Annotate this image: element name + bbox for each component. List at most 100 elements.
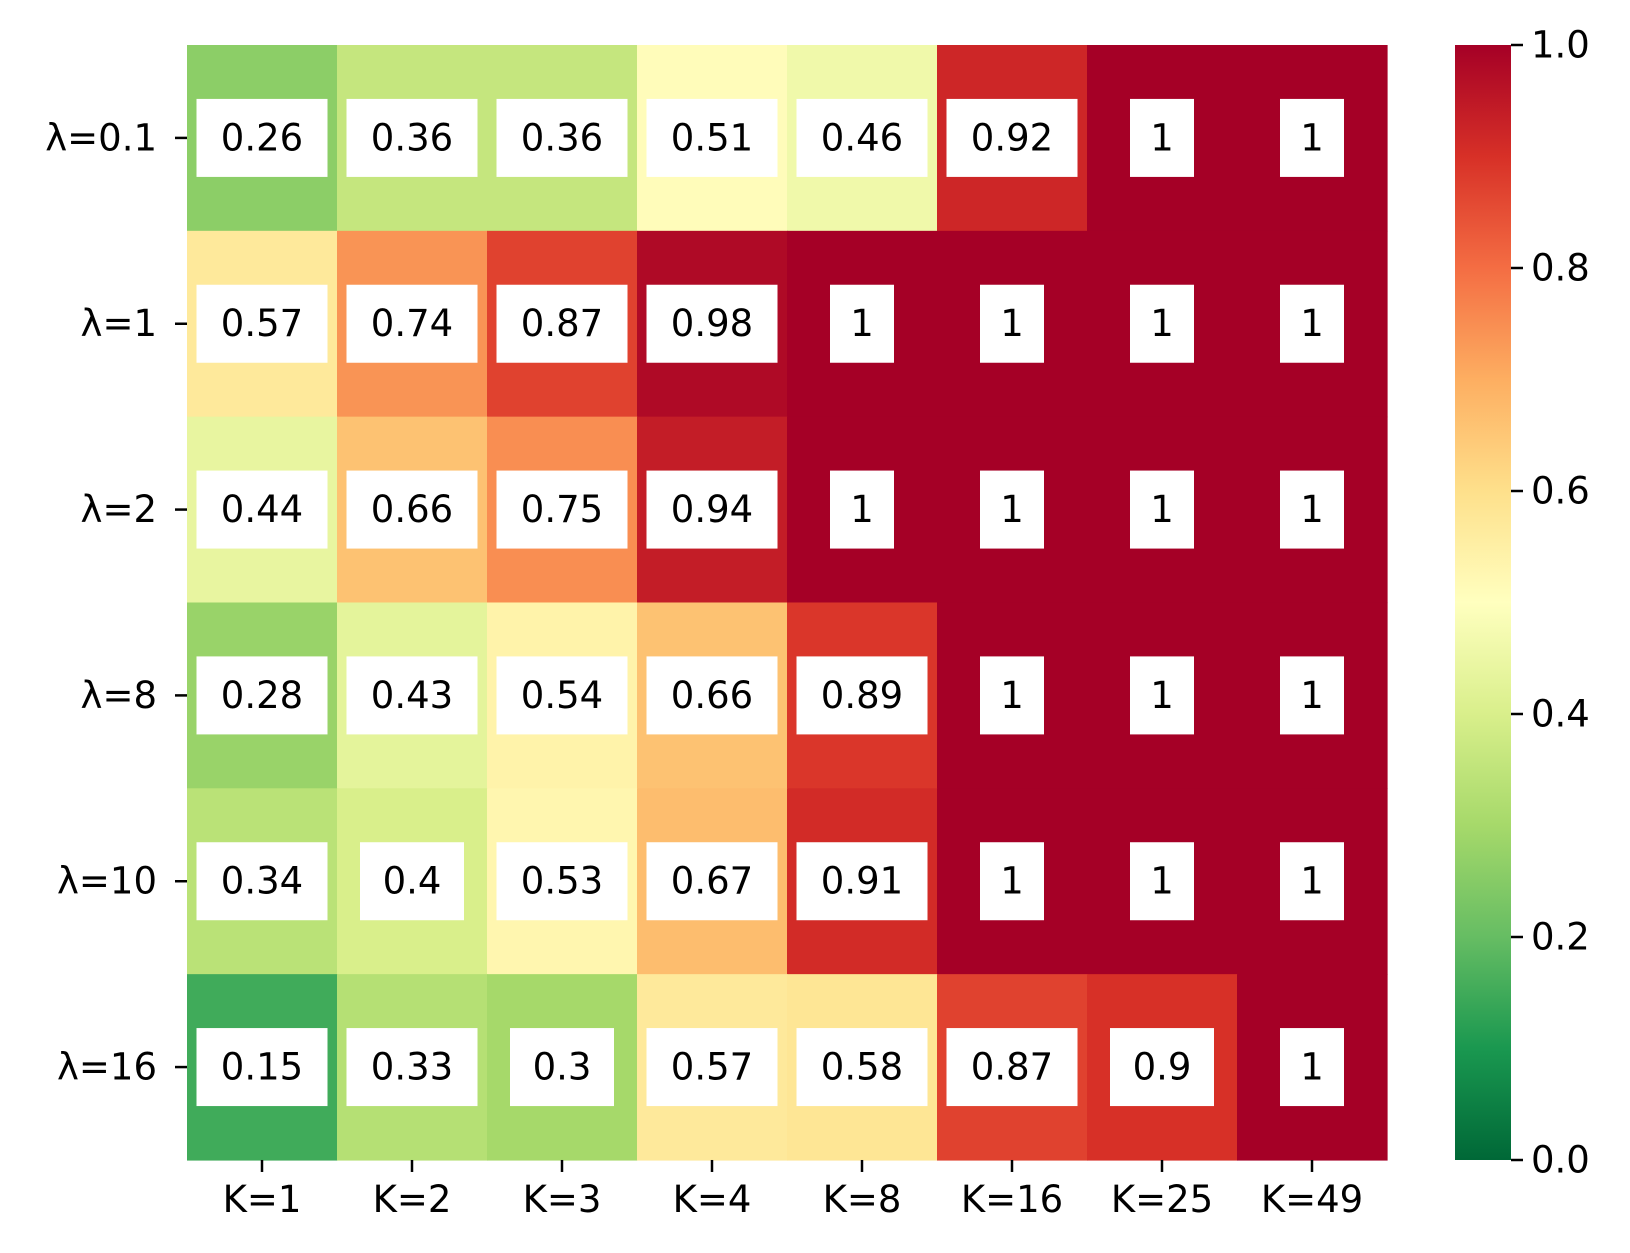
cell-label-box (830, 284, 894, 363)
cell-label-box (196, 656, 328, 735)
cell-label-box (646, 1028, 778, 1107)
cell-label-box (1280, 656, 1344, 735)
cell-label-box (1280, 470, 1344, 549)
colorbar-tick-label: 0.2 (1531, 916, 1590, 959)
cell-label-box (496, 842, 628, 921)
y-tick-label: λ=16 (57, 1046, 157, 1089)
cell-value-label: 0.3 (533, 1046, 592, 1089)
cell-label-box (946, 1028, 1078, 1107)
cell-label-box (196, 98, 328, 177)
cell-value-label: 0.89 (821, 674, 903, 717)
cell-label-box (196, 284, 328, 363)
cell-value-label: 1 (1150, 116, 1174, 159)
x-tick-label: K=4 (673, 1178, 752, 1221)
cell-label-box (796, 842, 928, 921)
cell-value-label: 1 (1150, 860, 1174, 903)
cell-value-label: 0.54 (521, 674, 603, 717)
cell-value-label: 0.94 (671, 488, 753, 531)
x-tick-label: K=3 (523, 1178, 602, 1221)
cell-value-label: 0.28 (221, 674, 303, 717)
cell-value-label: 1 (1300, 488, 1324, 531)
heatmap-cells (187, 45, 1388, 1161)
cell-value-label: 0.46 (821, 116, 903, 159)
cell-label-box (1130, 284, 1194, 363)
colorbar: 0.0 0.2 0.4 0.6 0.8 1.0 (1455, 24, 1590, 1182)
cell-label-box (1130, 470, 1194, 549)
colorbar-tick-label: 1.0 (1531, 24, 1590, 67)
colorbar-tick-label: 0.0 (1531, 1139, 1590, 1182)
cell-value-label: 0.92 (971, 116, 1053, 159)
cell-value-label: 0.66 (671, 674, 753, 717)
cell-value-label: 0.4 (383, 860, 442, 903)
cell-value-label: 1 (1000, 302, 1024, 345)
cell-value-label: 0.53 (521, 860, 603, 903)
cell-label-box (830, 470, 894, 549)
y-tick-label: λ=10 (57, 860, 157, 903)
colorbar-gradient (1455, 45, 1511, 1160)
y-tick-label: λ=8 (81, 674, 157, 717)
colorbar-tick-label: 0.8 (1531, 247, 1590, 290)
cell-value-label: 0.91 (821, 860, 903, 903)
y-tick-label: λ=0.1 (45, 116, 157, 159)
cell-label-box (1130, 98, 1194, 177)
cell-label-box (360, 842, 464, 921)
cell-value-label: 0.57 (671, 1046, 753, 1089)
cell-value-label: 0.57 (221, 302, 303, 345)
x-tick-label: K=1 (223, 1178, 302, 1221)
y-tick-label: λ=1 (81, 302, 157, 345)
cell-value-label: 0.75 (521, 488, 603, 531)
cell-label-box (1130, 656, 1194, 735)
cell-value-label: 1 (1150, 674, 1174, 717)
cell-label-box (346, 98, 478, 177)
cell-label-box (496, 98, 628, 177)
cell-label-box (796, 1028, 928, 1107)
cell-value-label: 0.74 (371, 302, 453, 345)
cell-label-box (196, 1028, 328, 1107)
cell-label-box (496, 284, 628, 363)
cell-label-box (1110, 1028, 1214, 1107)
cell-value-label: 0.58 (821, 1046, 903, 1089)
cell-value-label: 1 (1300, 1046, 1324, 1089)
cell-value-label: 1 (1000, 674, 1024, 717)
cell-value-label: 0.67 (671, 860, 753, 903)
x-axis: K=1 K=2 K=3 K=4 K=8 K=16 K=25 K=49 (223, 1159, 1363, 1221)
cell-label-box (510, 1028, 614, 1107)
cell-label-box (980, 842, 1044, 921)
colorbar-tick-label: 0.6 (1531, 470, 1590, 513)
cell-annotations: 0.26 0.36 0.36 0.51 0.46 0.92 1 1 0.57 0.74 0.87 0.… (196, 98, 1344, 1107)
cell-label-box (980, 656, 1044, 735)
cell-value-label: 1 (1300, 116, 1324, 159)
x-tick-label: K=16 (961, 1178, 1063, 1221)
cell-value-label: 0.26 (221, 116, 303, 159)
cell-value-label: 1 (1300, 674, 1324, 717)
cell-value-label: 1 (1150, 302, 1174, 345)
cell-label-box (646, 470, 778, 549)
cell-label-box (646, 842, 778, 921)
cell-label-box (196, 842, 328, 921)
cell-label-box (980, 284, 1044, 363)
cell-value-label: 0.33 (371, 1046, 453, 1089)
cell-value-label: 0.87 (971, 1046, 1053, 1089)
cell-value-label: 0.15 (221, 1046, 303, 1089)
colorbar-tick-label: 0.4 (1531, 693, 1590, 736)
cell-value-label: 1 (1150, 488, 1174, 531)
y-tick-label: λ=2 (81, 488, 157, 531)
cell-value-label: 0.98 (671, 302, 753, 345)
cell-label-box (646, 656, 778, 735)
cell-label-box (346, 656, 478, 735)
cell-value-label: 0.51 (671, 116, 753, 159)
cell-value-label: 1 (850, 488, 874, 531)
cell-label-box (196, 470, 328, 549)
x-tick-label: K=2 (373, 1178, 452, 1221)
cell-label-box (346, 470, 478, 549)
x-tick-label: K=49 (1261, 1178, 1363, 1221)
cell-label-box (1280, 842, 1344, 921)
cell-label-box (796, 656, 928, 735)
y-axis: λ=0.1 λ=1 λ=2 λ=8 λ=10 λ=16 (45, 116, 187, 1089)
cell-value-label: 1 (850, 302, 874, 345)
cell-label-box (796, 98, 928, 177)
cell-value-label: 0.43 (371, 674, 453, 717)
cell-value-label: 1 (1300, 860, 1324, 903)
cell-value-label: 0.66 (371, 488, 453, 531)
cell-value-label: 0.36 (371, 116, 453, 159)
